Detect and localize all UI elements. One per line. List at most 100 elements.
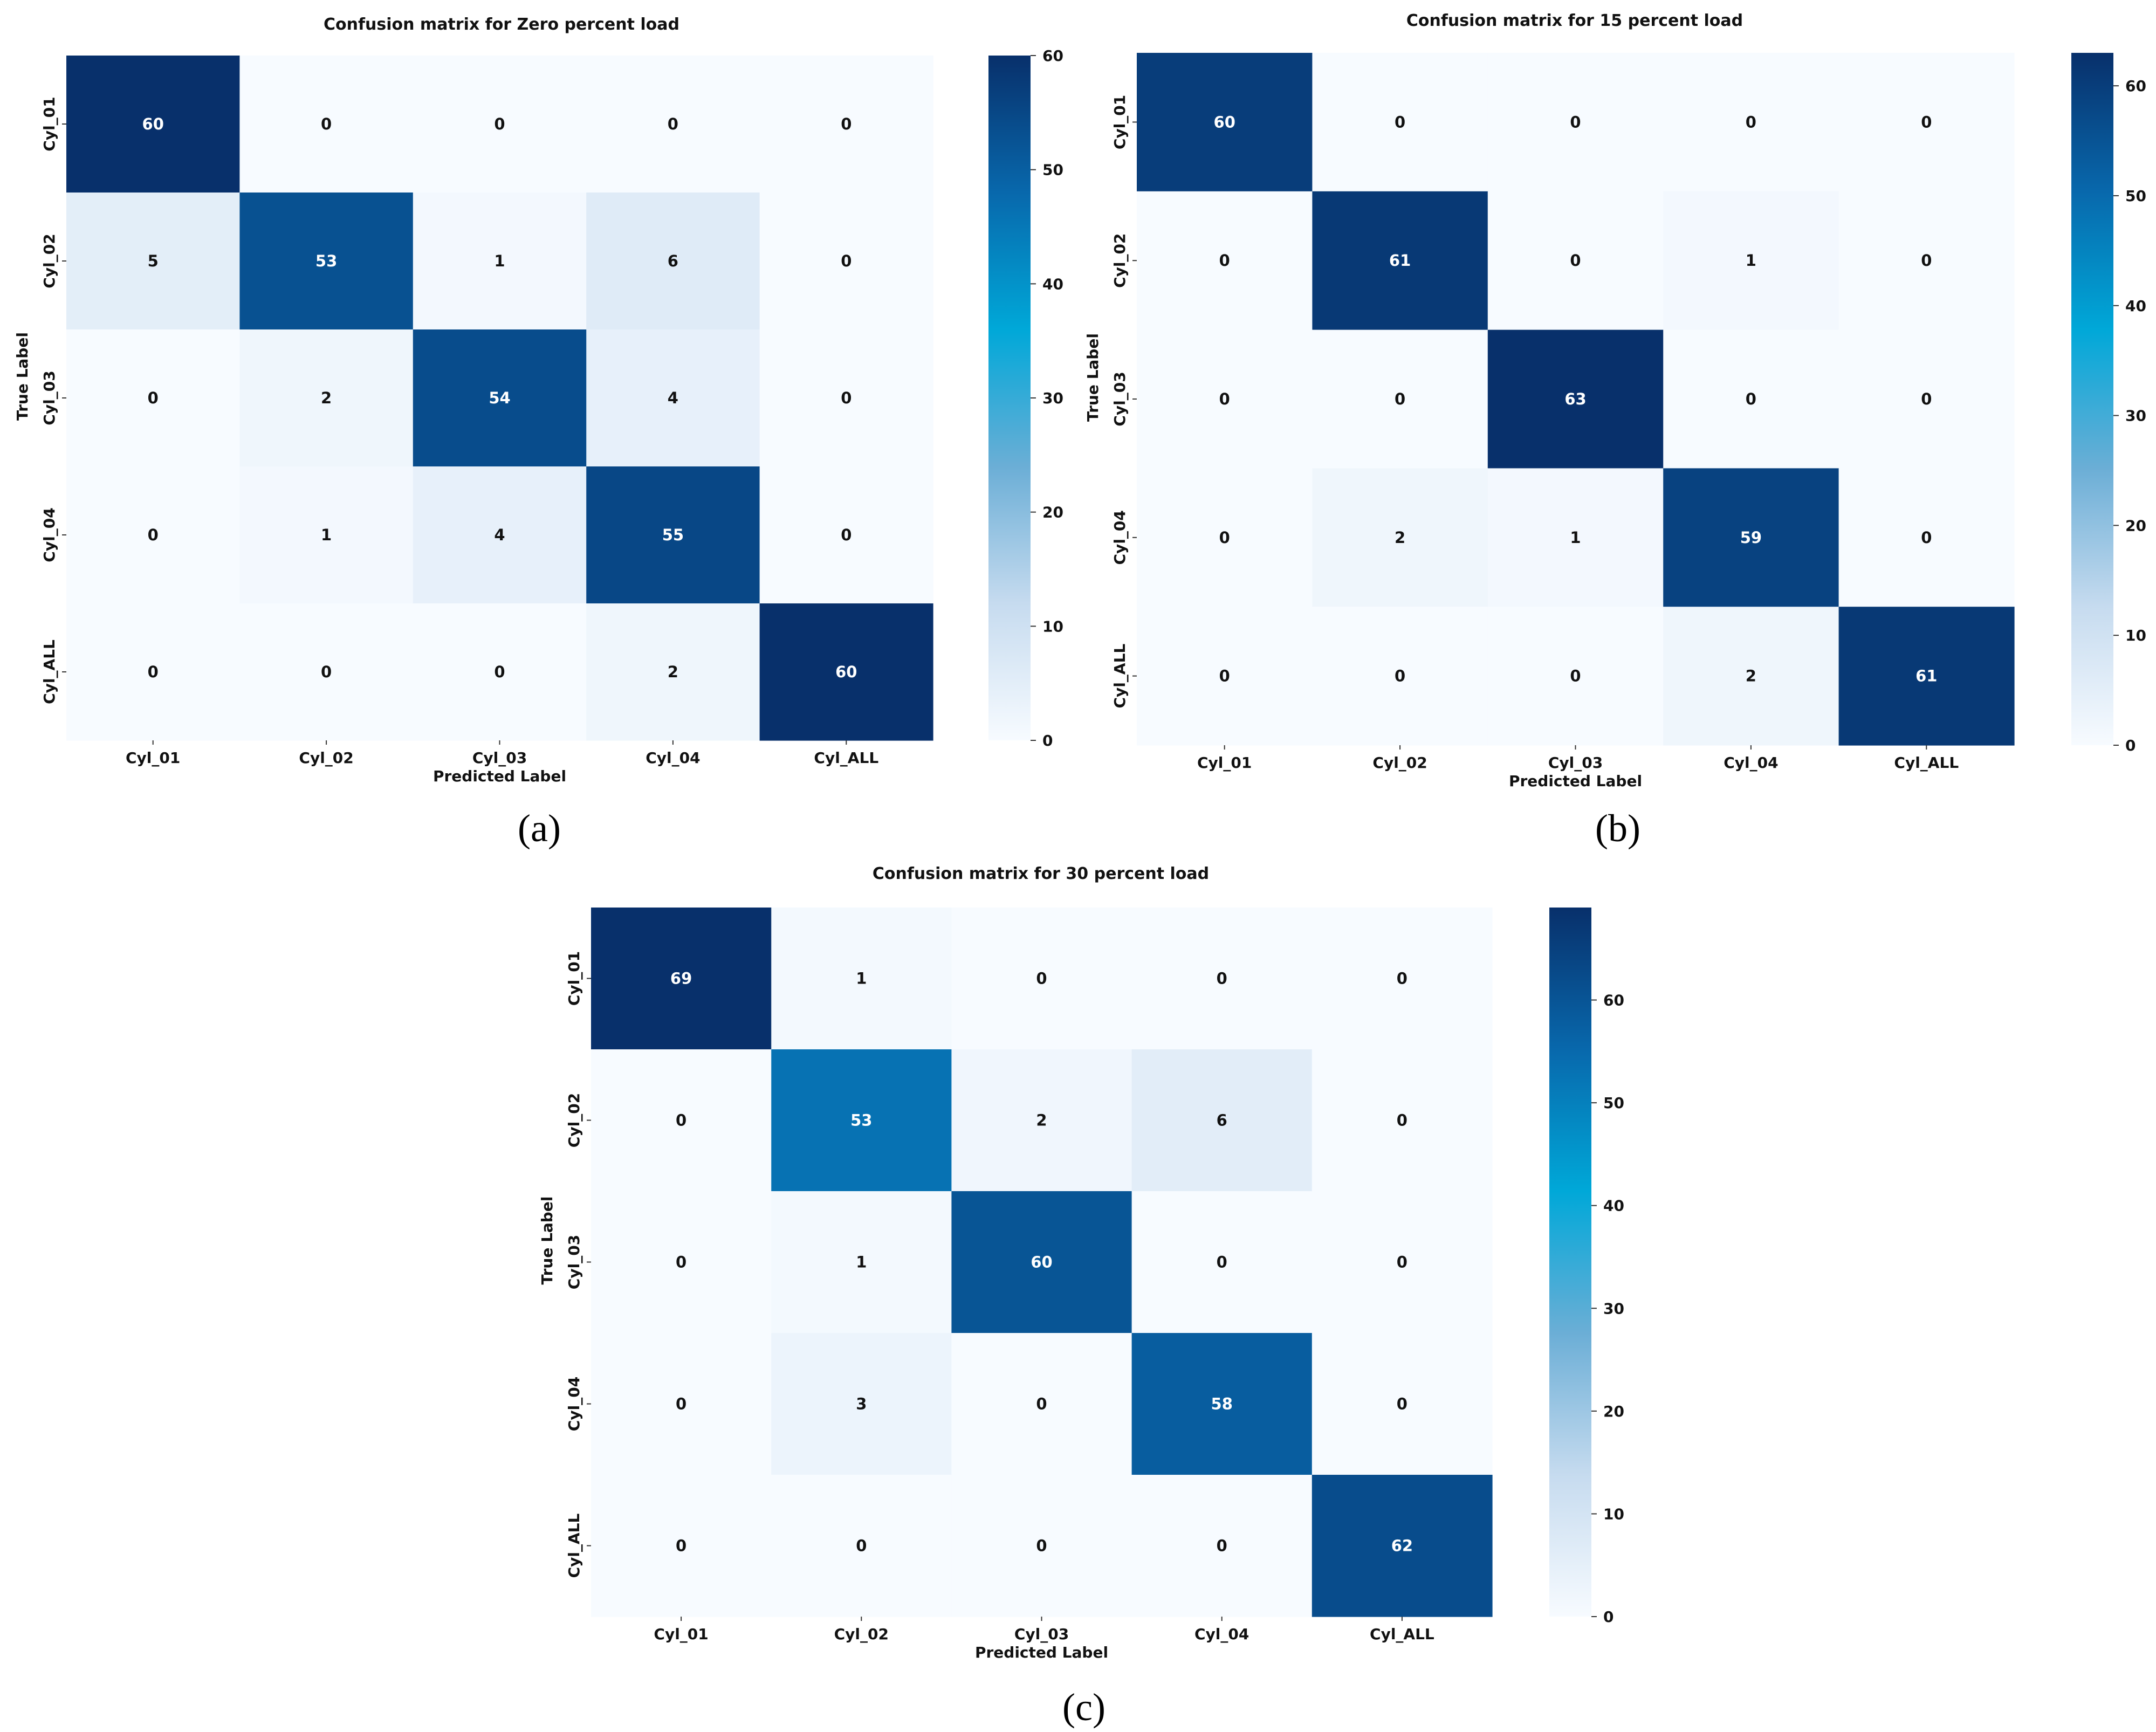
cell-value-label: 0 (1217, 970, 1227, 988)
heatmap-cell (591, 1333, 772, 1475)
heatmap-cell (1312, 1191, 1493, 1334)
heatmap-cell (239, 329, 414, 467)
y-tick-label: Cyl_03 (1111, 372, 1129, 426)
heatmap-cell (591, 1475, 772, 1617)
cell-value-label: 4 (668, 389, 678, 407)
x-axis-label: Predicted Label (975, 1644, 1108, 1661)
cell-value-label: 0 (668, 115, 678, 133)
heatmap-cell (413, 466, 587, 604)
heatmap-cell (586, 466, 760, 604)
x-tick-label: Cyl_01 (1197, 754, 1252, 772)
heatmap-cell (1838, 191, 2015, 331)
heatmap-cell (1838, 468, 2015, 607)
heatmap-cell (1663, 53, 1839, 192)
heatmap-cell (586, 329, 760, 467)
x-tick-label: Cyl_03 (1548, 754, 1603, 772)
heatmap-cell (1137, 53, 1313, 192)
heatmap-cell (759, 56, 933, 193)
heatmap-cell (239, 193, 414, 330)
cell-value-label: 1 (321, 526, 332, 544)
cell-value-label: 60 (1031, 1253, 1052, 1271)
cell-value-label: 0 (841, 389, 852, 407)
colorbar-tick-label: 0 (1042, 732, 1053, 750)
cell-value-label: 0 (321, 115, 332, 133)
cell-value-label: 1 (494, 252, 505, 270)
x-tick-label: Cyl_02 (834, 1625, 889, 1643)
colorbar-tick-label: 10 (1603, 1505, 1624, 1523)
heatmap-cell (1838, 329, 2015, 469)
x-tick-label: Cyl_03 (472, 749, 527, 767)
cell-value-label: 0 (1036, 970, 1047, 988)
y-tick-label: Cyl_02 (40, 233, 58, 288)
cell-value-label: 0 (494, 663, 505, 681)
cell-value-label: 1 (1570, 528, 1581, 547)
heatmap-cell (1838, 53, 2015, 192)
heatmap-cell (1131, 1475, 1313, 1617)
y-tick-label: Cyl_ALL (40, 640, 58, 704)
cell-value-label: 0 (676, 1395, 686, 1413)
colorbar-tick-label: 20 (2125, 517, 2146, 534)
cell-value-label: 0 (1921, 528, 1932, 547)
heatmap-cell (239, 603, 414, 741)
colorbar (988, 56, 1031, 740)
panel-a: Confusion matrix for Zero percent load 60… (13, 15, 1063, 850)
cell-value-label: 0 (841, 115, 852, 133)
y-axis-label: True Label (538, 1197, 556, 1285)
cell-value-label: 0 (1746, 390, 1756, 408)
x-tick-label: Cyl_ALL (1370, 1625, 1434, 1643)
cell-value-label: 0 (1219, 390, 1230, 408)
colorbar-tick-label: 30 (1603, 1300, 1624, 1317)
colorbar-tick-label: 30 (1042, 389, 1063, 407)
heatmap-cell (1312, 1333, 1493, 1475)
cell-value-label: 0 (1395, 390, 1405, 408)
heatmap-cell (1312, 908, 1493, 1050)
heatmap-cell (759, 466, 933, 604)
chart-title: Confusion matrix for Zero percent load (324, 15, 679, 34)
heatmap-cell (66, 329, 240, 467)
cell-value-label: 0 (1219, 251, 1230, 270)
heatmap-cell (66, 56, 240, 193)
x-tick-label: Cyl_03 (1014, 1625, 1069, 1643)
cell-value-label: 0 (1219, 667, 1230, 685)
heatmap-cell (586, 603, 760, 741)
cell-value-label: 0 (856, 1537, 867, 1555)
heatmap-cell (1131, 1333, 1313, 1475)
heatmap-cell (1312, 1475, 1493, 1617)
cell-value-label: 0 (1570, 251, 1581, 270)
y-tick-label: Cyl_01 (565, 951, 583, 1006)
colorbar-tick-label: 20 (1042, 504, 1063, 521)
cell-value-label: 0 (1397, 1395, 1407, 1413)
y-tick-label: Cyl_ALL (1111, 644, 1129, 709)
heatmap-cell (771, 1191, 952, 1334)
x-tick-label: Cyl_02 (299, 749, 353, 767)
cell-value-label: 3 (856, 1395, 867, 1413)
heatmap-cell (591, 1191, 772, 1334)
cell-value-label: 0 (1395, 667, 1405, 685)
y-tick-label: Cyl_04 (40, 507, 58, 562)
cell-value-label: 0 (1921, 390, 1932, 408)
heatmap-cell (1312, 607, 1488, 746)
cell-value-label: 0 (1036, 1537, 1047, 1555)
cell-value-label: 2 (1395, 528, 1405, 547)
colorbar-tick-label: 40 (2125, 297, 2146, 315)
heatmap-cell (759, 603, 933, 741)
cell-value-label: 0 (148, 663, 159, 681)
x-tick-label: Cyl_04 (646, 749, 700, 767)
cell-value-label: 2 (1036, 1111, 1047, 1130)
x-tick-label: Cyl_04 (1194, 1625, 1249, 1643)
colorbar-tick-label: 60 (1042, 47, 1063, 65)
heatmap-cell (771, 1333, 952, 1475)
heatmap-cell (1312, 329, 1488, 469)
colorbar-tick-label: 50 (1042, 161, 1063, 179)
heatmap-cell (1137, 607, 1313, 746)
cell-value-label: 0 (148, 389, 159, 407)
cell-value-label: 2 (1746, 667, 1756, 685)
panel-caption: (a) (518, 807, 561, 850)
cell-value-label: 1 (856, 1253, 867, 1271)
y-tick-label: Cyl_ALL (565, 1513, 583, 1578)
heatmap-cell (759, 193, 933, 330)
panel-caption: (b) (1595, 807, 1640, 850)
colorbar-tick-label: 30 (2125, 407, 2146, 425)
heatmap-cell (66, 466, 240, 604)
